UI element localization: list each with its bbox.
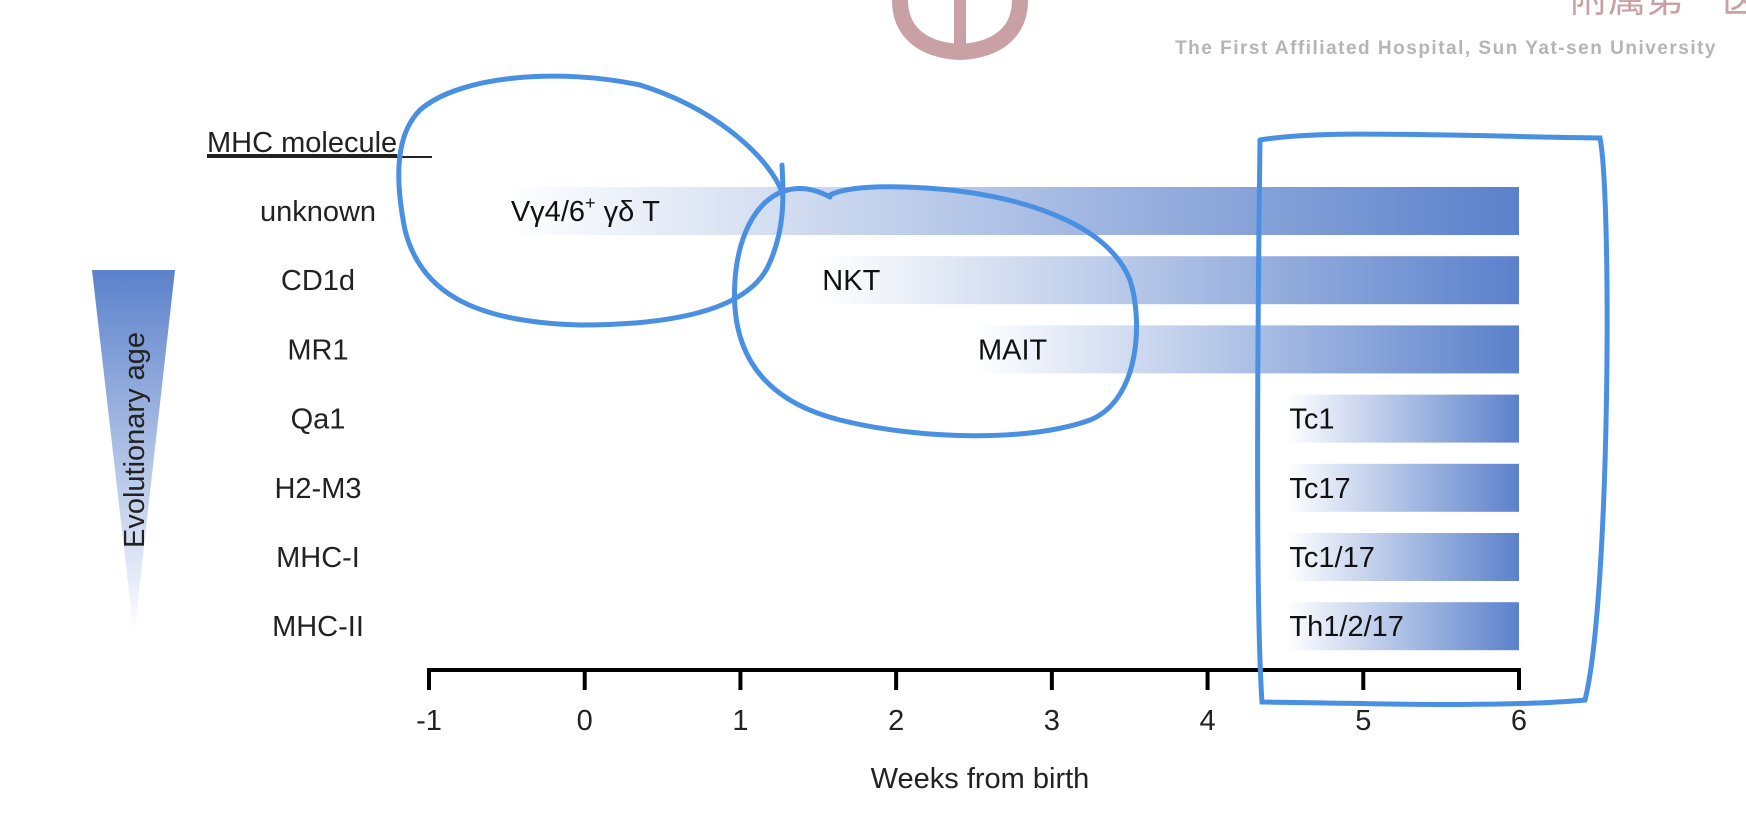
category-label: H2-M3 [274,473,361,505]
bar-qa1 [1285,394,1519,443]
hospital-logo: 附属第一医院 [892,0,1746,61]
annotation-box-right [1255,131,1610,707]
bar-label: Tc17 [1289,473,1350,505]
bar-mhc-ii [1285,602,1519,651]
x-axis-label: Weeks from birth [871,763,1090,795]
bar-mhc-i [1285,533,1519,581]
bar-label: Tc1/17 [1289,542,1374,574]
category-label: MHC-II [272,611,364,643]
x-tick-label: 5 [1355,705,1371,737]
x-tick-label: 6 [1511,705,1527,737]
evolutionary-age-label: Evolutionary age [119,332,151,548]
bar-h2-m3 [1285,463,1519,512]
x-tick-label: -1 [416,705,442,737]
bar-label: Th1/2/17 [1289,611,1403,643]
annotation-circle-nkt-mait [731,184,1140,439]
category-label: unknown [260,196,376,228]
bar-label: Tc1 [1289,404,1334,436]
hand-annotations [396,73,1610,707]
x-tick-label: 3 [1044,705,1060,737]
bar-label: MAIT [978,334,1048,366]
x-tick-label: 4 [1200,705,1216,737]
bar-label: NKT [822,265,880,297]
rows-group: unknown CD1d MR1 Qa1 H2-M3 MHC-I MHC-II Vγ4/6+ … [260,187,1519,651]
x-tick-label: 1 [732,705,748,737]
x-axis: -1 0 1 2 3 4 5 6 [416,668,1527,737]
category-label: Qa1 [291,404,346,436]
annotation-circle-gamma-delta [396,73,786,328]
bar-mr1 [974,325,1519,374]
logo-chinese-text: 附属第一医院 [1570,0,1746,21]
bar-label: Vγ4/6+ γδ T [511,193,660,228]
category-label: CD1d [281,265,355,297]
logo-emblem-bar [954,0,966,58]
x-tick-label: 2 [888,705,904,737]
x-tick-label: 0 [577,705,593,737]
row-header: MHC molecule [207,127,397,159]
bar-cd1d [818,256,1519,305]
institution-name: The First Affiliated Hospital, Sun Yat-s… [1175,38,1717,59]
category-label: MR1 [287,334,348,366]
evolutionary-age-triangle [92,270,175,635]
bar-unknown [506,187,1519,235]
category-label: MHC-I [276,542,360,574]
